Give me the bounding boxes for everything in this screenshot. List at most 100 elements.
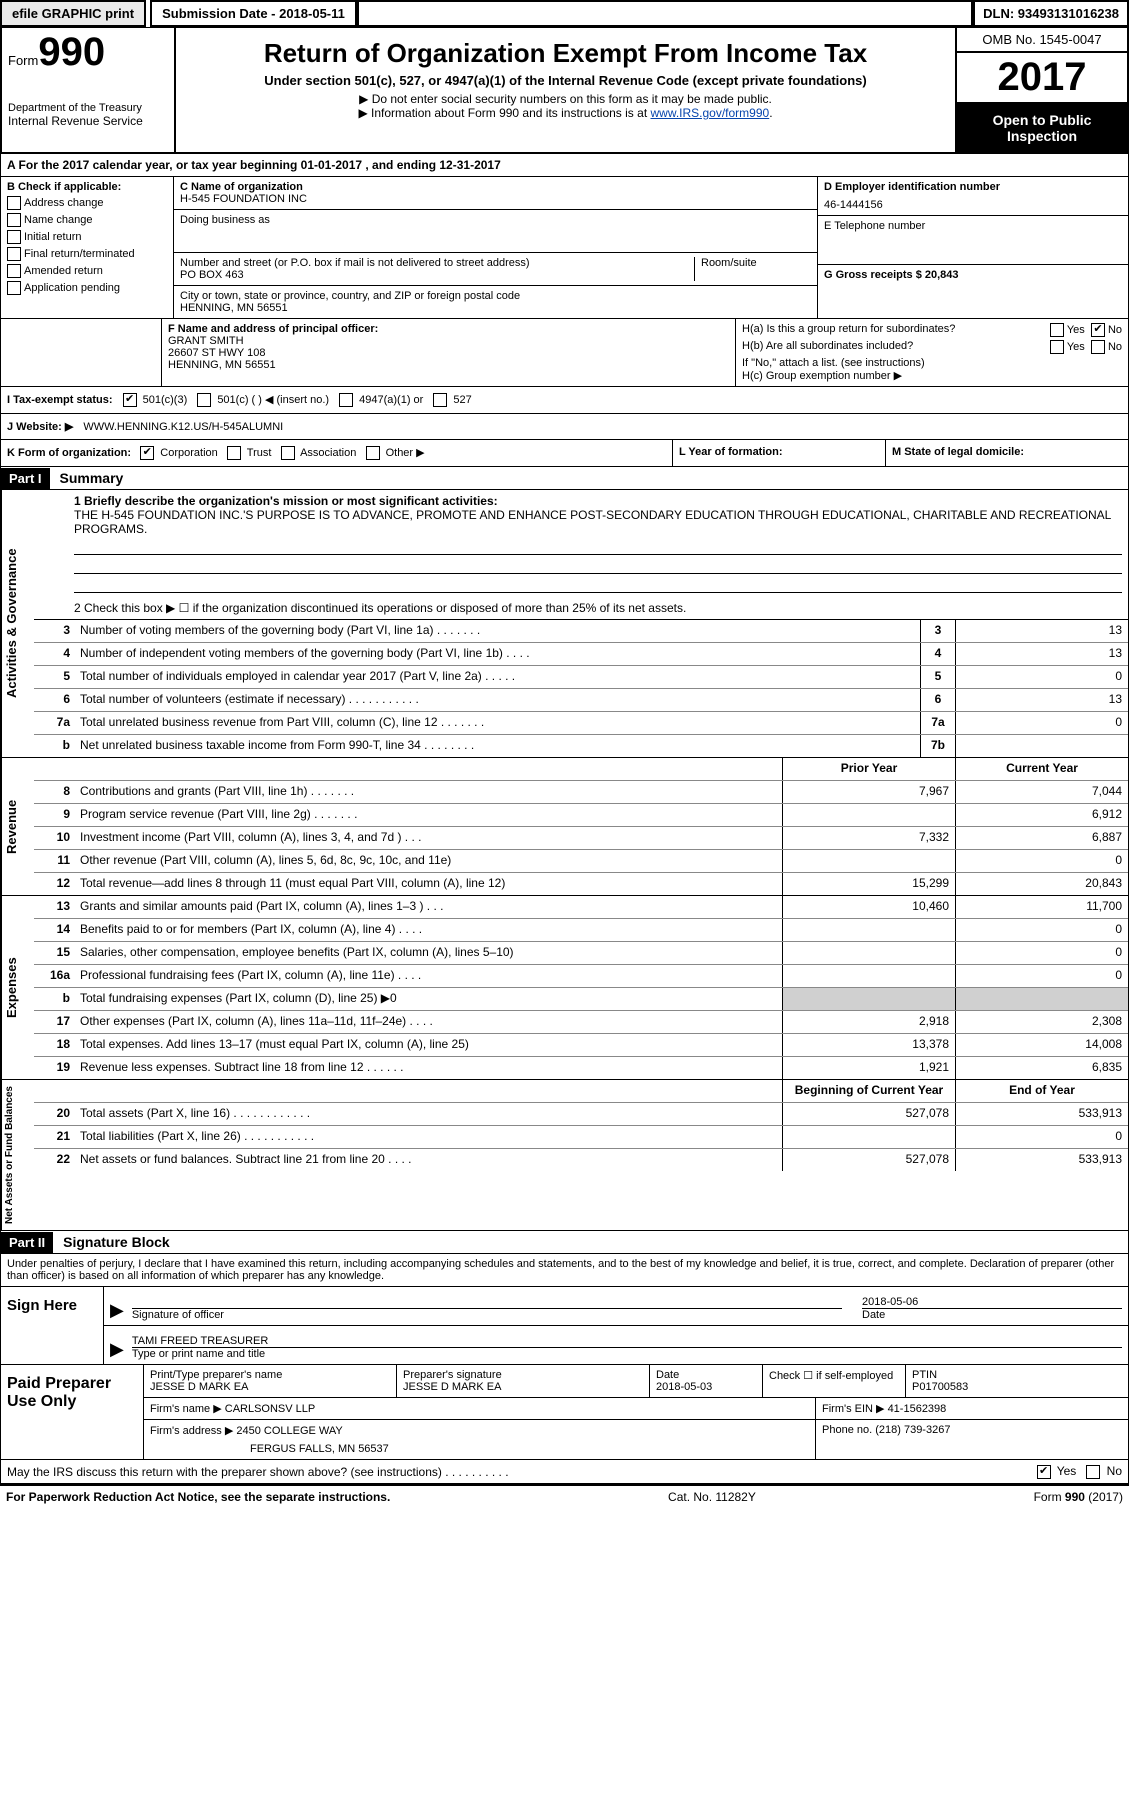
line-prior: 1,921 (782, 1057, 955, 1079)
hc-label: H(c) Group exemption number ▶ (742, 369, 1122, 382)
dept-treasury: Department of the Treasury (8, 102, 168, 114)
dept-irs: Internal Revenue Service (8, 114, 168, 128)
org-name-label: C Name of organization (180, 181, 811, 193)
line-current: 533,913 (955, 1103, 1128, 1125)
line-desc: Other revenue (Part VIII, column (A), li… (76, 850, 782, 872)
side-net-assets: Net Assets or Fund Balances (1, 1080, 34, 1230)
line-current: 2,308 (955, 1011, 1128, 1033)
line-current: 7,044 (955, 781, 1128, 803)
form-number: 990 (38, 30, 105, 74)
line-value: 0 (955, 712, 1128, 734)
cb-other[interactable] (366, 446, 380, 460)
form-word: Form (8, 53, 38, 68)
line-desc: Program service revenue (Part VIII, line… (76, 804, 782, 826)
website-value: WWW.HENNING.K12.US/H-545ALUMNI (83, 421, 283, 433)
line-num: 6 (34, 689, 76, 711)
line-prior: 10,460 (782, 896, 955, 918)
line-num: 22 (34, 1149, 76, 1171)
form-subtitle: Under section 501(c), 527, or 4947(a)(1)… (186, 73, 945, 88)
cb-name-change[interactable] (7, 213, 21, 227)
line-prior: 15,299 (782, 873, 955, 895)
line-current: 20,843 (955, 873, 1128, 895)
col-h-group: H(a) Is this a group return for subordin… (736, 319, 1128, 386)
open-to-public: Open to PublicInspection (957, 104, 1127, 152)
side-expenses: Expenses (1, 896, 34, 1079)
line-num: 4 (34, 643, 76, 665)
hb-label: H(b) Are all subordinates included? (742, 340, 913, 354)
line-num: 9 (34, 804, 76, 826)
line-value: 13 (955, 643, 1128, 665)
cb-4947[interactable] (339, 393, 353, 407)
officer-name: GRANT SMITH (168, 335, 729, 347)
firm-addr1: 2450 COLLEGE WAY (236, 1425, 342, 1437)
cb-discuss-no[interactable] (1086, 1465, 1100, 1479)
firm-name-label: Firm's name ▶ (150, 1403, 222, 1415)
cb-amended-return[interactable] (7, 264, 21, 278)
line-prior: 527,078 (782, 1103, 955, 1125)
form-footer: Form 990 (2017) (1034, 1490, 1123, 1504)
cb-application-pending[interactable] (7, 281, 21, 295)
city-label: City or town, state or province, country… (180, 290, 811, 302)
line-num: 10 (34, 827, 76, 849)
hb-note: If "No," attach a list. (see instruction… (742, 357, 1122, 369)
irs-link[interactable]: www.IRS.gov/form990 (650, 106, 769, 120)
cb-initial-return[interactable] (7, 230, 21, 244)
dln: DLN: 93493131016238 (973, 0, 1129, 27)
ein-value: 46-1444156 (824, 199, 1122, 211)
cb-hb-no[interactable] (1091, 340, 1105, 354)
form-title: Return of Organization Exempt From Incom… (186, 38, 945, 69)
line-num: 18 (34, 1034, 76, 1056)
form-year-block: OMB No. 1545-0047 2017 Open to PublicIns… (955, 28, 1127, 152)
dba-label: Doing business as (180, 214, 811, 226)
line-box: 5 (920, 666, 955, 688)
cb-discuss-yes[interactable] (1037, 1465, 1051, 1479)
line-num: 8 (34, 781, 76, 803)
cb-corporation[interactable] (140, 446, 154, 460)
line-value: 13 (955, 689, 1128, 711)
line-num: 3 (34, 620, 76, 642)
line-num: 14 (34, 919, 76, 941)
col-b-checkboxes: B Check if applicable: Address change Na… (1, 177, 174, 318)
row-i-tax-status: I Tax-exempt status: 501(c)(3) 501(c) ( … (0, 387, 1129, 414)
cb-ha-yes[interactable] (1050, 323, 1064, 337)
omb-number: OMB No. 1545-0047 (957, 28, 1127, 53)
sig-arrow-icon: ▶ (110, 1300, 124, 1321)
line-prior: 2,918 (782, 1011, 955, 1033)
line-current: 0 (955, 942, 1128, 964)
discuss-question: May the IRS discuss this return with the… (7, 1465, 1037, 1479)
col-d-info: D Employer identification number 46-1444… (817, 177, 1128, 318)
line-prior: 7,967 (782, 781, 955, 803)
cb-ha-no[interactable] (1091, 323, 1105, 337)
cb-501c[interactable] (197, 393, 211, 407)
cb-final-return[interactable] (7, 247, 21, 261)
form-id-block: Form990 Department of the Treasury Inter… (2, 28, 176, 152)
line-desc: Number of independent voting members of … (76, 643, 920, 665)
cb-address-change[interactable] (7, 196, 21, 210)
gross-receipts: G Gross receipts $ 20,843 (824, 269, 1122, 281)
efile-print-button[interactable]: efile GRAPHIC print (0, 0, 146, 27)
city-value: HENNING, MN 56551 (180, 302, 811, 314)
line-prior: 7,332 (782, 827, 955, 849)
line2: 2 Check this box ▶ ☐ if the organization… (34, 597, 1128, 620)
cb-trust[interactable] (227, 446, 241, 460)
sig-officer-label: Signature of officer (132, 1308, 842, 1321)
line-box: 7a (920, 712, 955, 734)
form-note-1: ▶ Do not enter social security numbers o… (186, 92, 945, 106)
paid-preparer-label: Paid Preparer Use Only (1, 1365, 144, 1459)
l-year-formation: L Year of formation: (673, 440, 886, 466)
cb-association[interactable] (281, 446, 295, 460)
cb-527[interactable] (433, 393, 447, 407)
cb-hb-yes[interactable] (1050, 340, 1064, 354)
col-b-title: B Check if applicable: (7, 181, 167, 193)
cb-501c3[interactable] (123, 393, 137, 407)
line-prior (782, 988, 955, 1010)
line-current: 533,913 (955, 1149, 1128, 1171)
line-current: 6,835 (955, 1057, 1128, 1079)
line-value (955, 735, 1128, 757)
tax-year: 2017 (957, 53, 1127, 104)
form-note-2: ▶ Information about Form 990 and its ins… (186, 106, 945, 120)
officer-name-title: TAMI FREED TREASURER (132, 1335, 1122, 1347)
row-j-website: J Website: ▶ WWW.HENNING.K12.US/H-545ALU… (0, 414, 1129, 440)
line-current (955, 988, 1128, 1010)
line-num: b (34, 735, 76, 757)
